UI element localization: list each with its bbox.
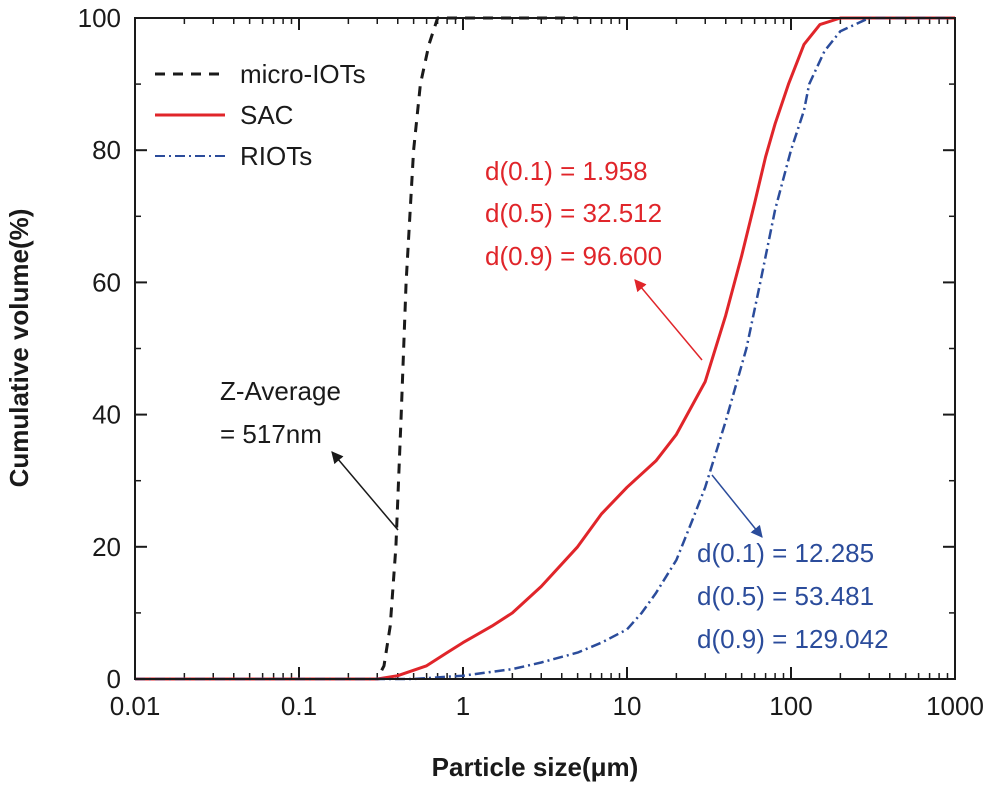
annotation-sac-stats: d(0.1) = 1.958 d(0.5) = 32.512 d(0.9) = … — [485, 156, 662, 271]
annotation-sac-line-1: d(0.1) = 1.958 — [485, 156, 648, 186]
annotation-sac-line-3: d(0.9) = 96.600 — [485, 241, 662, 271]
series-line-sac — [135, 16, 955, 681]
axis-ticks: 0.01 0.1 1 10 100 1000 0 20 40 60 80 100 — [78, 3, 984, 721]
legend: micro-IOTs SAC RIOTs — [155, 59, 366, 171]
annotation-z-average-line-2: = 517nm — [220, 419, 322, 449]
series-line-micro-iots — [135, 16, 578, 681]
x-tick-label: 1 — [456, 691, 470, 721]
y-tick-label: 80 — [92, 135, 121, 165]
annotation-z-average-line-1: Z-Average — [220, 376, 341, 406]
x-axis-title: Particle size(μm) — [432, 752, 639, 782]
annotation-riots-line-2: d(0.5) = 53.481 — [697, 581, 874, 611]
y-tick-label: 100 — [78, 3, 121, 33]
x-tick-label: 1000 — [926, 691, 984, 721]
annotation-z-average-arrow — [331, 451, 399, 531]
annotation-riots-line-1: d(0.1) = 12.285 — [697, 538, 874, 568]
series-line-riots — [135, 16, 955, 681]
annotation-riots-stats: d(0.1) = 12.285 d(0.5) = 53.481 d(0.9) =… — [697, 538, 889, 654]
x-tick-label: 100 — [769, 691, 812, 721]
annotation-riots-arrow — [711, 474, 763, 538]
y-tick-label: 60 — [92, 267, 121, 297]
annotation-sac-arrow — [634, 279, 703, 361]
legend-label-micro-iots: micro-IOTs — [240, 59, 366, 89]
annotation-riots-line-3: d(0.9) = 129.042 — [697, 624, 889, 654]
legend-label-sac: SAC — [240, 100, 293, 130]
x-tick-label: 0.1 — [281, 691, 317, 721]
y-tick-label: 0 — [107, 664, 121, 694]
y-axis-title: Cumulative volume(%) — [4, 209, 34, 488]
annotation-z-average: Z-Average = 517nm — [220, 376, 341, 449]
legend-label-riots: RIOTs — [240, 141, 312, 171]
y-tick-label: 20 — [92, 532, 121, 562]
y-tick-label: 40 — [92, 400, 121, 430]
plot-frame — [134, 17, 956, 680]
x-tick-label: 0.01 — [110, 691, 161, 721]
x-tick-label: 10 — [613, 691, 642, 721]
annotation-sac-line-2: d(0.5) = 32.512 — [485, 198, 662, 228]
series-lines — [135, 16, 955, 681]
